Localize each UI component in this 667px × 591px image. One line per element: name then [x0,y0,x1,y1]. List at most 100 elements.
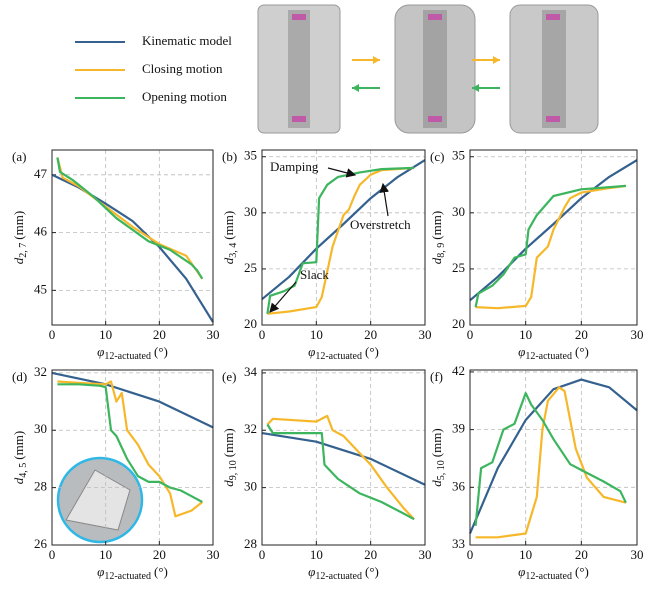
y-label-unit: (mm) [429,428,444,457]
y-label-unit: (mm) [221,211,236,240]
x-label-symbol: φ [308,344,315,359]
x-axis-label: φ12-actuated (°) [308,344,379,362]
y-tick-label: 30 [452,204,465,219]
x-tick-label: 30 [631,327,644,342]
arrow [373,56,380,64]
panel-label: (e) [222,369,236,384]
x-tick-label: 0 [467,327,474,342]
plot-frame [469,369,638,546]
arrow [352,84,359,92]
y-tick-label: 39 [452,421,465,436]
y-label-symbol: d [429,257,444,264]
y-label-symbol: d [221,257,236,264]
data-line [56,157,204,280]
photos [257,4,599,134]
x-tick-label: 20 [364,327,377,342]
y-label-unit: (mm) [429,211,444,240]
x-tick-label: 20 [153,547,166,562]
y-tick-label: 32 [244,421,257,436]
legend-label: Opening motion [142,89,227,104]
inset-detail [65,469,131,531]
y-tick-label: 35 [452,148,465,163]
y-tick-label: 42 [452,363,465,378]
data-line [475,184,627,310]
data-line [56,157,204,280]
y-tick-label: 28 [34,479,47,494]
photo-part [423,10,447,128]
y-label-unit: (mm) [11,431,26,460]
x-tick-label: 10 [310,547,323,562]
y-axis-label: d4, 5 (mm) [11,431,29,484]
x-tick-label: 30 [631,547,644,562]
data-line [51,173,214,323]
data-line [468,378,638,534]
y-tick-label: 35 [244,148,257,163]
data-line [261,159,426,301]
y-label-subscript: 3, 4 [228,243,239,258]
x-label-unit: (°) [154,344,168,359]
x-axis-label: φ12-actuated (°) [518,344,589,362]
annotation: Damping [270,159,319,174]
x-label-subscript: 12-actuated [315,571,362,582]
x-label-unit: (°) [575,564,589,579]
panel-label: (b) [222,149,237,164]
plot-frame [51,149,214,326]
x-tick-label: 30 [207,547,220,562]
y-axis-label: d5, 10 (mm) [429,428,447,486]
x-tick-label: 20 [153,327,166,342]
x-label-unit: (°) [575,344,589,359]
x-tick-label: 10 [310,327,323,342]
x-label-subscript: 12-actuated [525,351,572,362]
legend-label: Kinematic model [142,33,232,48]
y-label-symbol: d [221,480,236,487]
x-tick-label: 10 [519,327,532,342]
y-tick-label: 33 [452,536,465,551]
y-tick-label: 25 [244,260,257,275]
x-tick-label: 10 [99,547,112,562]
photo-part [292,14,306,20]
x-tick-label: 10 [99,327,112,342]
photo-part [428,14,442,20]
arrow [472,84,479,92]
photo-part [546,116,560,122]
y-tick-label: 30 [34,421,47,436]
x-label-symbol: φ [518,344,525,359]
panel-label: (d) [12,369,27,384]
x-tick-label: 20 [575,547,588,562]
y-axis-label: d8, 9 (mm) [429,211,447,264]
x-axis-label: φ12-actuated (°) [97,344,168,362]
x-tick-label: 30 [419,547,432,562]
y-label-subscript: 2, 7 [18,243,29,258]
x-label-unit: (°) [154,564,168,579]
data-line [469,159,638,302]
y-label-subscript: 8, 9 [436,243,447,258]
legend-label: Closing motion [142,61,223,76]
y-tick-label: 20 [452,316,465,331]
y-label-unit: (mm) [221,428,236,457]
data-line [474,184,626,308]
x-label-unit: (°) [365,564,379,579]
annotation-arrow [327,167,357,178]
y-tick-label: 25 [452,260,465,275]
data-line [266,423,415,521]
x-axis-label: φ12-actuated (°) [97,564,168,582]
y-axis-label: d3, 4 (mm) [221,211,239,264]
y-tick-label: 32 [34,364,47,379]
x-label-subscript: 12-actuated [104,351,151,362]
y-tick-label: 46 [34,224,48,239]
x-label-symbol: φ [97,564,104,579]
x-tick-label: 0 [49,327,56,342]
data-line [475,386,627,539]
photo-part [546,14,560,20]
y-tick-label: 45 [34,281,47,296]
panel-label: (f) [430,369,443,384]
y-tick-label: 47 [34,166,48,181]
data-line [261,432,426,486]
annotation-arrow [379,182,390,217]
data-line [57,380,203,518]
panel-label: (c) [430,149,444,164]
x-tick-label: 0 [49,547,56,562]
y-tick-label: 36 [452,478,466,493]
x-label-subscript: 12-actuated [525,571,572,582]
